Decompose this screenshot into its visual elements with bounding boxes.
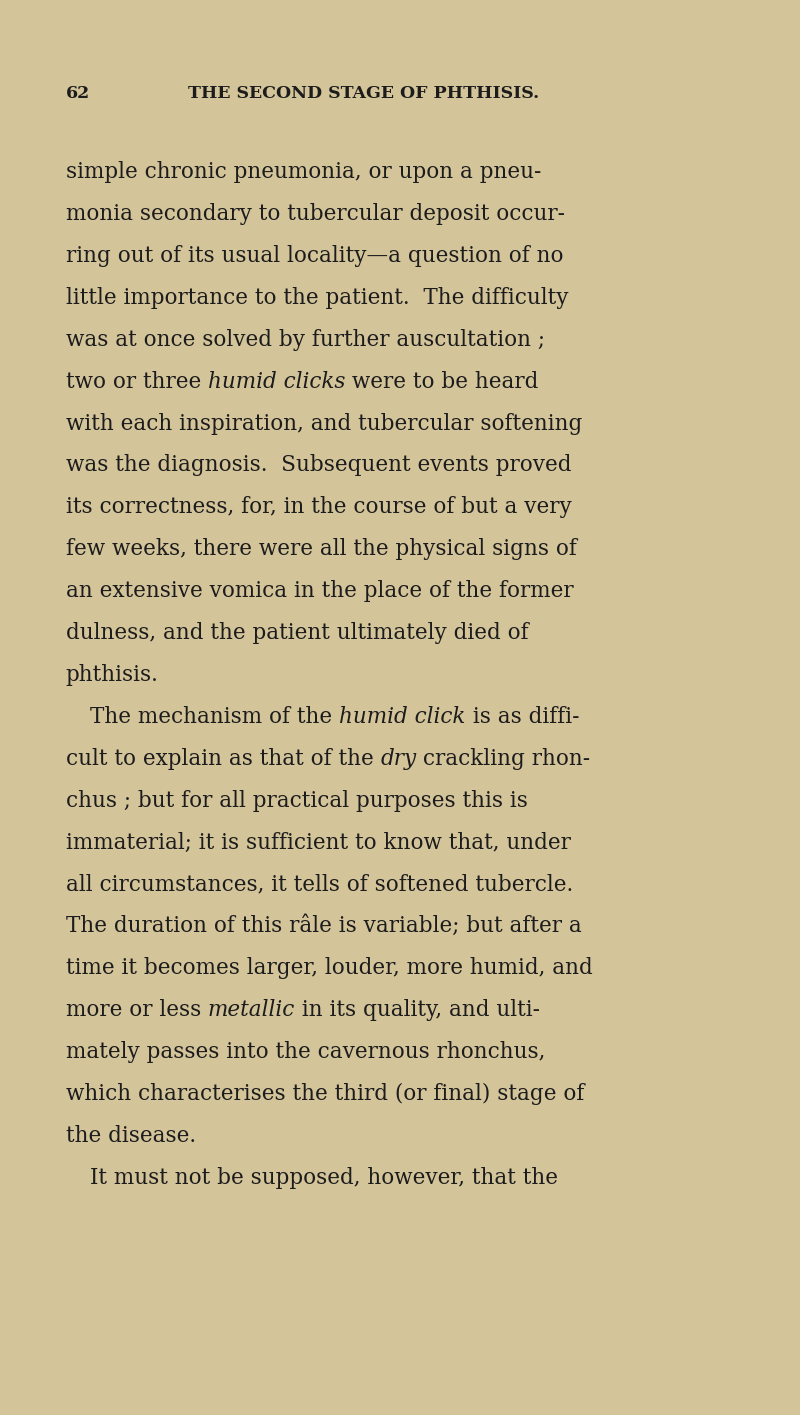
Text: THE SECOND STAGE OF PHTHISIS.: THE SECOND STAGE OF PHTHISIS. (188, 85, 539, 102)
Text: metallic: metallic (208, 999, 295, 1022)
Text: more or less: more or less (66, 999, 208, 1022)
Text: humid click: humid click (339, 706, 466, 727)
Text: few weeks, there were all the physical signs of: few weeks, there were all the physical s… (66, 538, 577, 560)
Text: mately passes into the cavernous rhonchus,: mately passes into the cavernous rhonchu… (66, 1041, 545, 1063)
Text: phthisis.: phthisis. (66, 664, 158, 686)
Text: in its quality, and ulti-: in its quality, and ulti- (295, 999, 540, 1022)
Text: two or three: two or three (66, 371, 208, 393)
Text: crackling rhon-: crackling rhon- (416, 747, 590, 770)
Text: immaterial; it is sufficient to know that, under: immaterial; it is sufficient to know tha… (66, 832, 570, 853)
Text: its correctness, for, in the course of but a very: its correctness, for, in the course of b… (66, 497, 571, 518)
Text: little importance to the patient.  The difficulty: little importance to the patient. The di… (66, 287, 568, 308)
Text: an extensive vomica in the place of the former: an extensive vomica in the place of the … (66, 580, 574, 603)
Text: were to be heard: were to be heard (345, 371, 538, 393)
Text: ring out of its usual locality—a question of no: ring out of its usual locality—a questio… (66, 245, 563, 267)
Text: simple chronic pneumonia, or upon a pneu-: simple chronic pneumonia, or upon a pneu… (66, 161, 541, 184)
Text: monia secondary to tubercular deposit occur-: monia secondary to tubercular deposit oc… (66, 204, 565, 225)
Text: 62: 62 (66, 85, 90, 102)
Text: the disease.: the disease. (66, 1125, 196, 1146)
Text: was at once solved by further auscultation ;: was at once solved by further auscultati… (66, 328, 545, 351)
Text: The duration of this râle is variable; but after a: The duration of this râle is variable; b… (66, 916, 582, 937)
Text: dulness, and the patient ultimately died of: dulness, and the patient ultimately died… (66, 623, 528, 644)
Text: It must not be supposed, however, that the: It must not be supposed, however, that t… (90, 1166, 558, 1189)
Text: dry: dry (380, 747, 416, 770)
Text: humid clicks: humid clicks (208, 371, 345, 393)
Text: was the diagnosis.  Subsequent events proved: was the diagnosis. Subsequent events pro… (66, 454, 571, 477)
Text: all circumstances, it tells of softened tubercle.: all circumstances, it tells of softened … (66, 873, 573, 896)
Text: is as diffi-: is as diffi- (466, 706, 579, 727)
Text: The mechanism of the: The mechanism of the (90, 706, 339, 727)
Text: which characterises the third (or final) stage of: which characterises the third (or final)… (66, 1082, 584, 1105)
Text: cult to explain as that of the: cult to explain as that of the (66, 747, 380, 770)
Text: time it becomes larger, louder, more humid, and: time it becomes larger, louder, more hum… (66, 957, 592, 979)
Text: with each inspiration, and tubercular softening: with each inspiration, and tubercular so… (66, 413, 582, 434)
Text: chus ; but for all practical purposes this is: chus ; but for all practical purposes th… (66, 790, 527, 812)
